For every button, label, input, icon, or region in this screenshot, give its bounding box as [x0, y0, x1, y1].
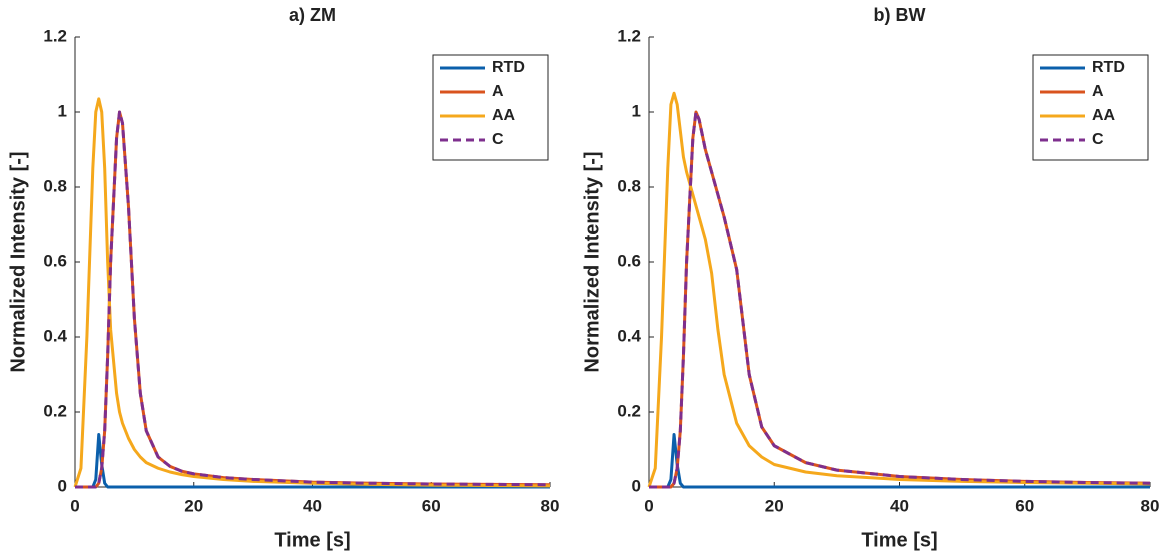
x-tick-label: 40	[303, 496, 322, 515]
legend-label: RTD	[1092, 59, 1125, 76]
y-tick-label: 1.2	[617, 26, 641, 45]
legend-label: AA	[492, 107, 516, 124]
y-tick-label: 0.8	[43, 176, 67, 195]
legend-box	[432, 54, 549, 161]
y-tick-label: 0.2	[617, 401, 641, 420]
x-tick-label: 20	[184, 496, 203, 515]
legend-box	[1032, 54, 1149, 161]
y-tick-label: 0	[632, 476, 641, 495]
y-tick-label: 0.6	[43, 251, 67, 270]
chart-title: b) BW	[874, 5, 926, 25]
x-tick-label: 80	[541, 496, 560, 515]
series-line	[649, 110, 1151, 489]
legend-label: C	[1092, 131, 1104, 148]
y-axis-label: Normalized Intensity [-]	[581, 151, 603, 372]
y-tick-label: 1	[58, 101, 67, 120]
y-tick-label: 1.2	[43, 26, 67, 45]
x-tick-label: 0	[70, 496, 79, 515]
series-line	[75, 110, 551, 489]
x-tick-label: 80	[1141, 496, 1160, 515]
y-tick-label: 0.8	[617, 176, 641, 195]
series-line	[649, 110, 1151, 489]
legend-label: A	[1092, 83, 1104, 100]
series-line	[649, 433, 1150, 489]
y-tick-label: 1	[632, 101, 641, 120]
x-axis-label: Time [s]	[861, 529, 937, 551]
x-tick-label: 60	[1015, 496, 1034, 515]
y-tick-label: 0.2	[43, 401, 67, 420]
y-tick-label: 0.6	[617, 251, 641, 270]
legend-label: RTD	[492, 59, 525, 76]
y-tick-label: 0.4	[617, 326, 641, 345]
panel: b) BW Time [s] Normalized Intensity [-] 0 0.…	[581, 5, 1159, 552]
y-axis-label: Normalized Intensity [-]	[7, 151, 29, 372]
legend-label: C	[492, 131, 504, 148]
legend-label: A	[492, 83, 504, 100]
y-tick-label: 0.4	[43, 326, 67, 345]
series-line	[647, 91, 1151, 488]
y-tick-label: 0	[58, 476, 67, 495]
series-line	[75, 433, 550, 489]
chart-title: a) ZM	[289, 5, 336, 25]
x-axis-label: Time [s]	[274, 529, 350, 551]
x-tick-label: 60	[422, 496, 441, 515]
panel: a) ZM Time [s] Normalized Intensity [-] 0 0.…	[7, 5, 559, 552]
x-tick-label: 0	[644, 496, 653, 515]
legend-label: AA	[1092, 107, 1116, 124]
x-tick-label: 40	[890, 496, 909, 515]
x-tick-label: 20	[765, 496, 784, 515]
